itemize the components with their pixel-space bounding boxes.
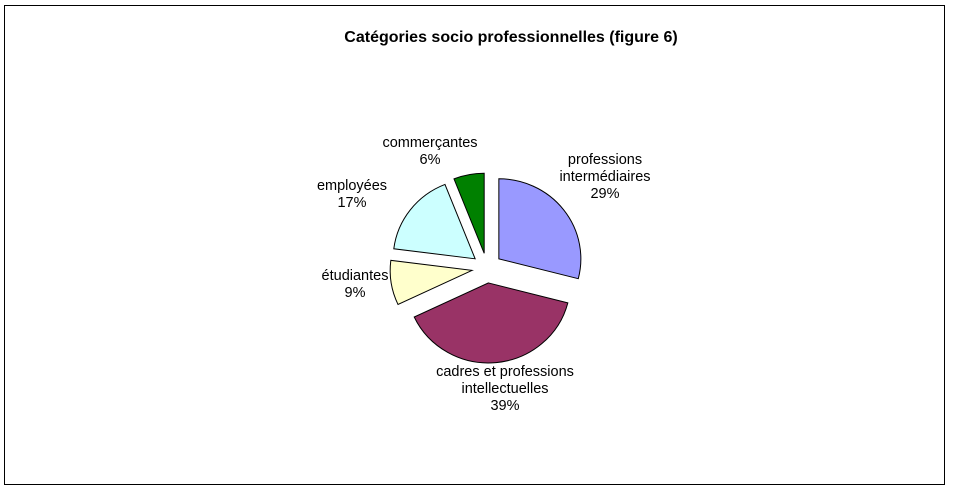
pie-slice xyxy=(498,178,582,280)
pie-slice xyxy=(393,183,476,260)
slice-category-label: employées xyxy=(317,178,387,194)
slice-percent-label: 17% xyxy=(337,195,366,211)
slice-category-label: intermédiaires xyxy=(559,169,650,185)
slice-percent-label: 39% xyxy=(490,398,519,414)
chart-frame: Catégories socio professionnelles (figur… xyxy=(4,5,945,485)
slice-percent-label: 6% xyxy=(420,152,441,168)
pie-slice xyxy=(389,259,474,306)
pie-chart: Catégories socio professionnelles (figur… xyxy=(317,29,678,414)
pie-slice xyxy=(413,282,569,364)
slices-layer xyxy=(389,172,582,364)
slice-category-label: intellectuelles xyxy=(461,381,548,397)
chart-title: Catégories socio professionnelles (figur… xyxy=(344,29,677,46)
slice-category-label: professions xyxy=(568,152,642,168)
pie-slice xyxy=(453,172,485,254)
slice-category-label: commerçantes xyxy=(382,135,477,151)
slice-category-label: étudiantes xyxy=(322,268,389,284)
slice-percent-label: 29% xyxy=(590,186,619,202)
slice-percent-label: 9% xyxy=(345,285,366,301)
slice-category-label: cadres et professions xyxy=(436,364,574,380)
